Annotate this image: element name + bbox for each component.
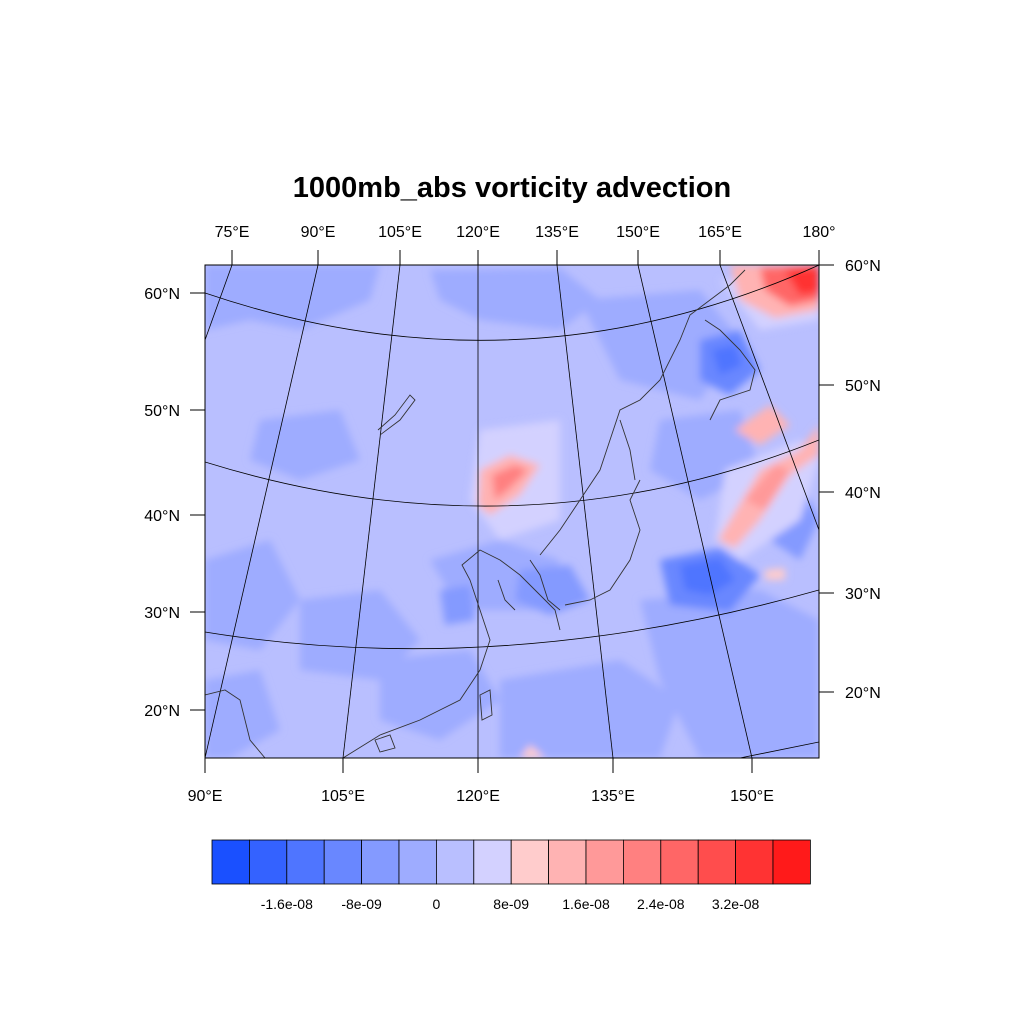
right-lat-label: 60°N <box>845 258 881 275</box>
top-lon-label: 150°E <box>616 224 660 241</box>
meridian-75E <box>205 265 233 341</box>
colorbar-tick-label: 8e-09 <box>493 896 529 912</box>
colorbar-tick-label: 2.4e-08 <box>637 896 685 912</box>
coastline-asia <box>205 689 266 758</box>
colorbar-swatch <box>510 839 550 885</box>
meridian-165E <box>719 265 819 531</box>
colorbar-swatch <box>361 839 400 885</box>
contour-patch <box>680 558 735 595</box>
contour-patch <box>492 465 528 500</box>
coastline-hainan <box>374 734 396 753</box>
top-lon-label: 105°E <box>378 224 422 241</box>
top-lon-label: 135°E <box>535 224 579 241</box>
left-lat-label: 40°N <box>144 508 180 525</box>
meridian-135E <box>556 265 614 758</box>
coastline-taiwan <box>479 689 493 721</box>
colorbar-swatch <box>660 839 699 885</box>
bottom-lon-label: 105°E <box>321 788 365 805</box>
axis-ticks <box>190 250 834 773</box>
contour-patch <box>765 568 785 580</box>
coastline-kamchatka <box>704 319 756 421</box>
left-lat-label: 20°N <box>144 703 180 720</box>
contour-patch <box>640 590 819 758</box>
coastlines <box>205 269 756 758</box>
contour-patch <box>250 410 360 480</box>
colorbar-swatch <box>398 839 437 885</box>
top-lon-label: 75°E <box>215 224 250 241</box>
colorbar-swatch <box>473 839 512 885</box>
contour-patch <box>430 268 600 330</box>
top-lon-label: 165°E <box>698 224 742 241</box>
left-lat-label: 30°N <box>144 605 180 622</box>
coastline-korea <box>529 559 561 611</box>
map-frame <box>204 264 820 759</box>
colorbar-tick-label: 1.6e-08 <box>562 896 610 912</box>
top-lon-label: 180° <box>802 224 835 241</box>
contour-patch <box>785 267 819 295</box>
contour-field <box>205 265 819 758</box>
parallel-60N <box>205 265 819 341</box>
meridian-150E <box>637 265 753 758</box>
meridian-90E <box>205 265 319 758</box>
colorbar-tick-label: 3.2e-08 <box>712 896 760 912</box>
colorbar-tick-label: 0 <box>433 896 441 912</box>
contour-patch <box>712 345 742 375</box>
colorbar-swatch <box>772 839 811 885</box>
parallel-20N <box>739 741 819 758</box>
contour-patch <box>205 540 300 650</box>
contour-patch <box>205 670 280 758</box>
contour-patch <box>520 745 545 758</box>
right-lat-label: 40°N <box>845 485 881 502</box>
bottom-lon-label: 90°E <box>188 788 223 805</box>
colorbar <box>211 839 811 885</box>
left-lat-labels: 60°N 50°N 40°N 30°N 20°N <box>144 286 180 720</box>
contour-patch <box>745 465 790 510</box>
colorbar-swatch <box>585 839 624 885</box>
bottom-lon-labels: 90°E 105°E 120°E 135°E 150°E <box>188 788 774 805</box>
colorbar-swatch <box>697 839 737 885</box>
coastline-sakhalin <box>619 419 636 481</box>
contour-patch <box>440 585 475 625</box>
colorbar-swatch <box>248 839 288 885</box>
right-lat-label: 30°N <box>845 586 881 603</box>
colorbar-swatch <box>735 839 774 885</box>
top-lon-label: 120°E <box>456 224 500 241</box>
contour-patch <box>205 265 380 330</box>
map-panel: 75°E 90°E 105°E 120°E 135°E 150°E 165°E … <box>144 224 881 805</box>
right-lat-labels: 60°N 50°N 40°N 30°N 20°N <box>845 258 881 702</box>
left-lat-label: 50°N <box>144 403 180 420</box>
left-lat-label: 60°N <box>144 286 180 303</box>
coastline-china <box>342 549 561 758</box>
colorbar-swatch <box>323 839 363 885</box>
coastline-japan <box>564 479 641 606</box>
contour-patch <box>300 590 420 680</box>
coastline-korea-west <box>497 579 516 611</box>
colorbar-swatch <box>286 839 325 885</box>
bottom-lon-label: 150°E <box>730 788 774 805</box>
graticule <box>205 265 819 758</box>
coastline-russia-east <box>539 269 746 556</box>
right-lat-label: 50°N <box>845 378 881 395</box>
colorbar-swatch <box>211 839 250 885</box>
colorbar-tick-label: -1.6e-08 <box>261 896 313 912</box>
bottom-lon-label: 120°E <box>456 788 500 805</box>
contour-patch <box>500 660 680 758</box>
colorbar-labels: -1.6e-08 -8e-09 0 8e-09 1.6e-08 2.4e-08 3.2e-0… <box>261 896 760 912</box>
contour-patch <box>380 650 500 740</box>
chart-title: 1000mb_abs vorticity advection <box>293 172 731 204</box>
right-lat-label: 20°N <box>845 685 881 702</box>
parallel-30N <box>205 589 819 650</box>
parallel-40N <box>205 439 819 507</box>
coastline-baikal <box>377 394 416 436</box>
bottom-lon-label: 135°E <box>591 788 635 805</box>
colorbar-swatch <box>435 839 475 885</box>
meridian-105E <box>342 265 401 758</box>
top-lon-label: 90°E <box>301 224 336 241</box>
colorbar-swatch <box>548 839 587 885</box>
contour-patch <box>515 565 590 615</box>
top-lon-labels: 75°E 90°E 105°E 120°E 135°E 150°E 165°E … <box>215 224 836 241</box>
colorbar-tick-label: -8e-09 <box>341 896 382 912</box>
colorbar-swatch <box>623 839 662 885</box>
